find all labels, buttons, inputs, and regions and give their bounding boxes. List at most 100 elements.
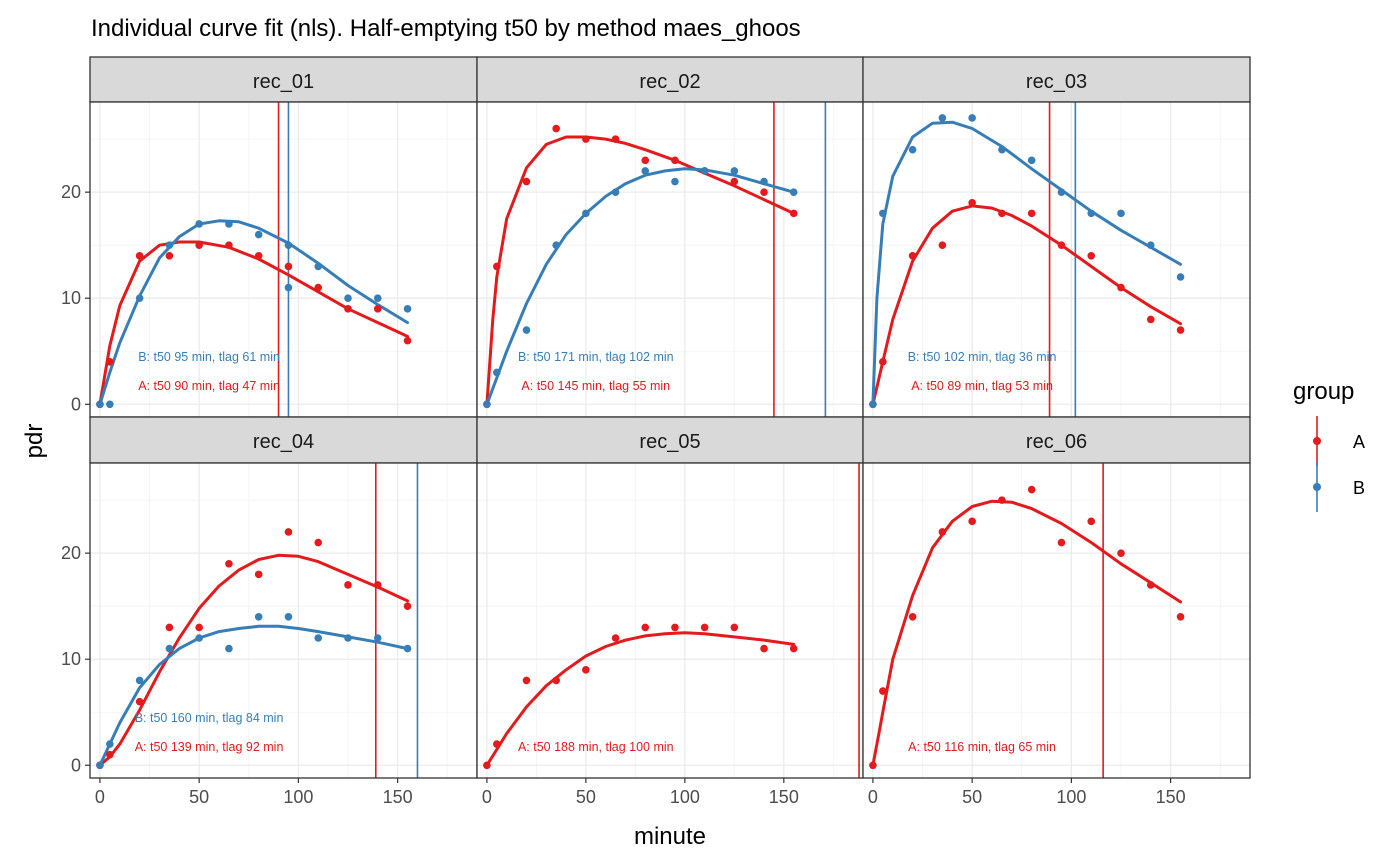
data-point-B (96, 761, 104, 770)
data-point-B (789, 188, 798, 196)
panel-background (863, 463, 1250, 778)
data-point-A (225, 559, 233, 568)
data-point-B (314, 634, 323, 642)
data-point-A (165, 251, 174, 260)
data-point-B (96, 400, 104, 409)
data-point-B (165, 241, 174, 249)
data-point-A (998, 496, 1006, 504)
data-point-A (938, 528, 947, 536)
data-point-A (730, 177, 739, 186)
legend: group A B (1293, 378, 1365, 512)
legend-entry-B: B (1313, 462, 1365, 512)
data-point-A (1087, 517, 1096, 526)
data-point-A (254, 251, 263, 260)
x-tick-label: 0 (482, 787, 492, 807)
data-point-B (998, 145, 1006, 154)
data-point-B (225, 644, 233, 653)
facet-strip-label: rec_05 (639, 431, 700, 453)
y-tick-label: 10 (61, 649, 81, 669)
panels-layer: rec_01 A: t50 90 min, tlag 47 min B: t50 9… (89, 56, 1251, 779)
data-point-A (1057, 241, 1066, 249)
data-point-A (671, 623, 679, 632)
legend-label: B (1353, 478, 1365, 498)
data-point-B (344, 634, 352, 642)
data-point-A (492, 262, 501, 271)
fit-curve-A (98, 240, 409, 406)
legend-key-point (1313, 437, 1321, 445)
annotation-B: B: t50 102 min, tlag 36 min (908, 350, 1057, 364)
data-point-A (492, 740, 501, 748)
panel-background (477, 463, 863, 778)
data-point-A (106, 750, 114, 759)
data-point-B (314, 262, 323, 271)
data-point-A (314, 538, 323, 547)
facet-strip-label: rec_01 (253, 71, 314, 93)
data-point-B (344, 294, 352, 303)
data-point-A (1176, 326, 1185, 334)
data-point-B (552, 241, 560, 249)
data-point-A (225, 241, 233, 249)
data-point-B (373, 294, 382, 303)
data-point-B (195, 220, 203, 228)
data-point-A (1087, 251, 1096, 260)
facet-strip (862, 416, 1251, 464)
facet-strip-label: rec_03 (1026, 71, 1087, 93)
x-tick-label: 100 (283, 787, 313, 807)
data-point-A (582, 135, 590, 143)
x-tick-label: 50 (962, 787, 982, 807)
legend-title: group (1293, 378, 1354, 405)
fit-curve-B (871, 120, 1182, 406)
annotation-A: A: t50 188 min, tlag 100 min (518, 740, 674, 754)
data-point-A (641, 156, 650, 165)
data-point-B (284, 241, 293, 249)
legend-label: A (1353, 432, 1365, 452)
annotation-B: B: t50 171 min, tlag 102 min (518, 350, 674, 364)
data-point-B (879, 209, 887, 218)
panel-background (863, 102, 1250, 417)
panel-background (90, 102, 477, 417)
panel-background (90, 463, 477, 778)
facet-panel-rec_03: rec_03 A: t50 89 min, tlag 53 min B: t50 1… (862, 56, 1251, 418)
data-point-A (165, 623, 174, 632)
data-point-A (135, 697, 144, 706)
facet-panel-rec_05: rec_05 A: t50 188 min, tlag 100 min (476, 416, 864, 779)
annotation-A: A: t50 145 min, tlag 55 min (521, 379, 670, 393)
data-point-A (938, 241, 947, 249)
data-point-B (760, 177, 768, 186)
x-tick-label: 50 (189, 787, 209, 807)
data-point-B (284, 283, 293, 292)
data-point-A (760, 188, 768, 196)
data-point-A (344, 581, 352, 589)
legend-entry-A: A (1313, 416, 1365, 466)
data-point-B (938, 114, 947, 122)
data-point-B (492, 368, 501, 377)
data-point-A (611, 634, 620, 642)
data-point-B (165, 644, 174, 653)
legend-key-point (1313, 483, 1321, 491)
data-point-B (135, 676, 144, 685)
data-point-A (968, 517, 976, 526)
data-point-B (106, 740, 114, 748)
data-point-B (195, 634, 203, 642)
data-point-A (284, 528, 293, 536)
y-tick-label: 20 (61, 543, 81, 563)
facet-panel-rec_04: rec_04 A: t50 139 min, tlag 92 min B: t50 … (89, 416, 478, 779)
data-point-A (403, 336, 412, 345)
x-axis-title: minute (634, 823, 706, 850)
data-point-B (1146, 241, 1155, 249)
fit-curve-A (98, 553, 409, 767)
fit-curve-A (871, 499, 1182, 767)
data-point-A (1117, 549, 1125, 557)
facet-strip (89, 416, 478, 464)
data-point-B (1117, 209, 1125, 218)
data-point-B (582, 209, 590, 218)
data-point-B (671, 177, 679, 186)
data-point-B (641, 167, 650, 175)
data-point-A (314, 283, 323, 292)
data-point-A (908, 612, 917, 621)
data-point-A (730, 623, 739, 632)
y-tick-label: 0 (71, 394, 81, 414)
data-point-A (1176, 612, 1185, 621)
data-point-A (403, 602, 412, 610)
